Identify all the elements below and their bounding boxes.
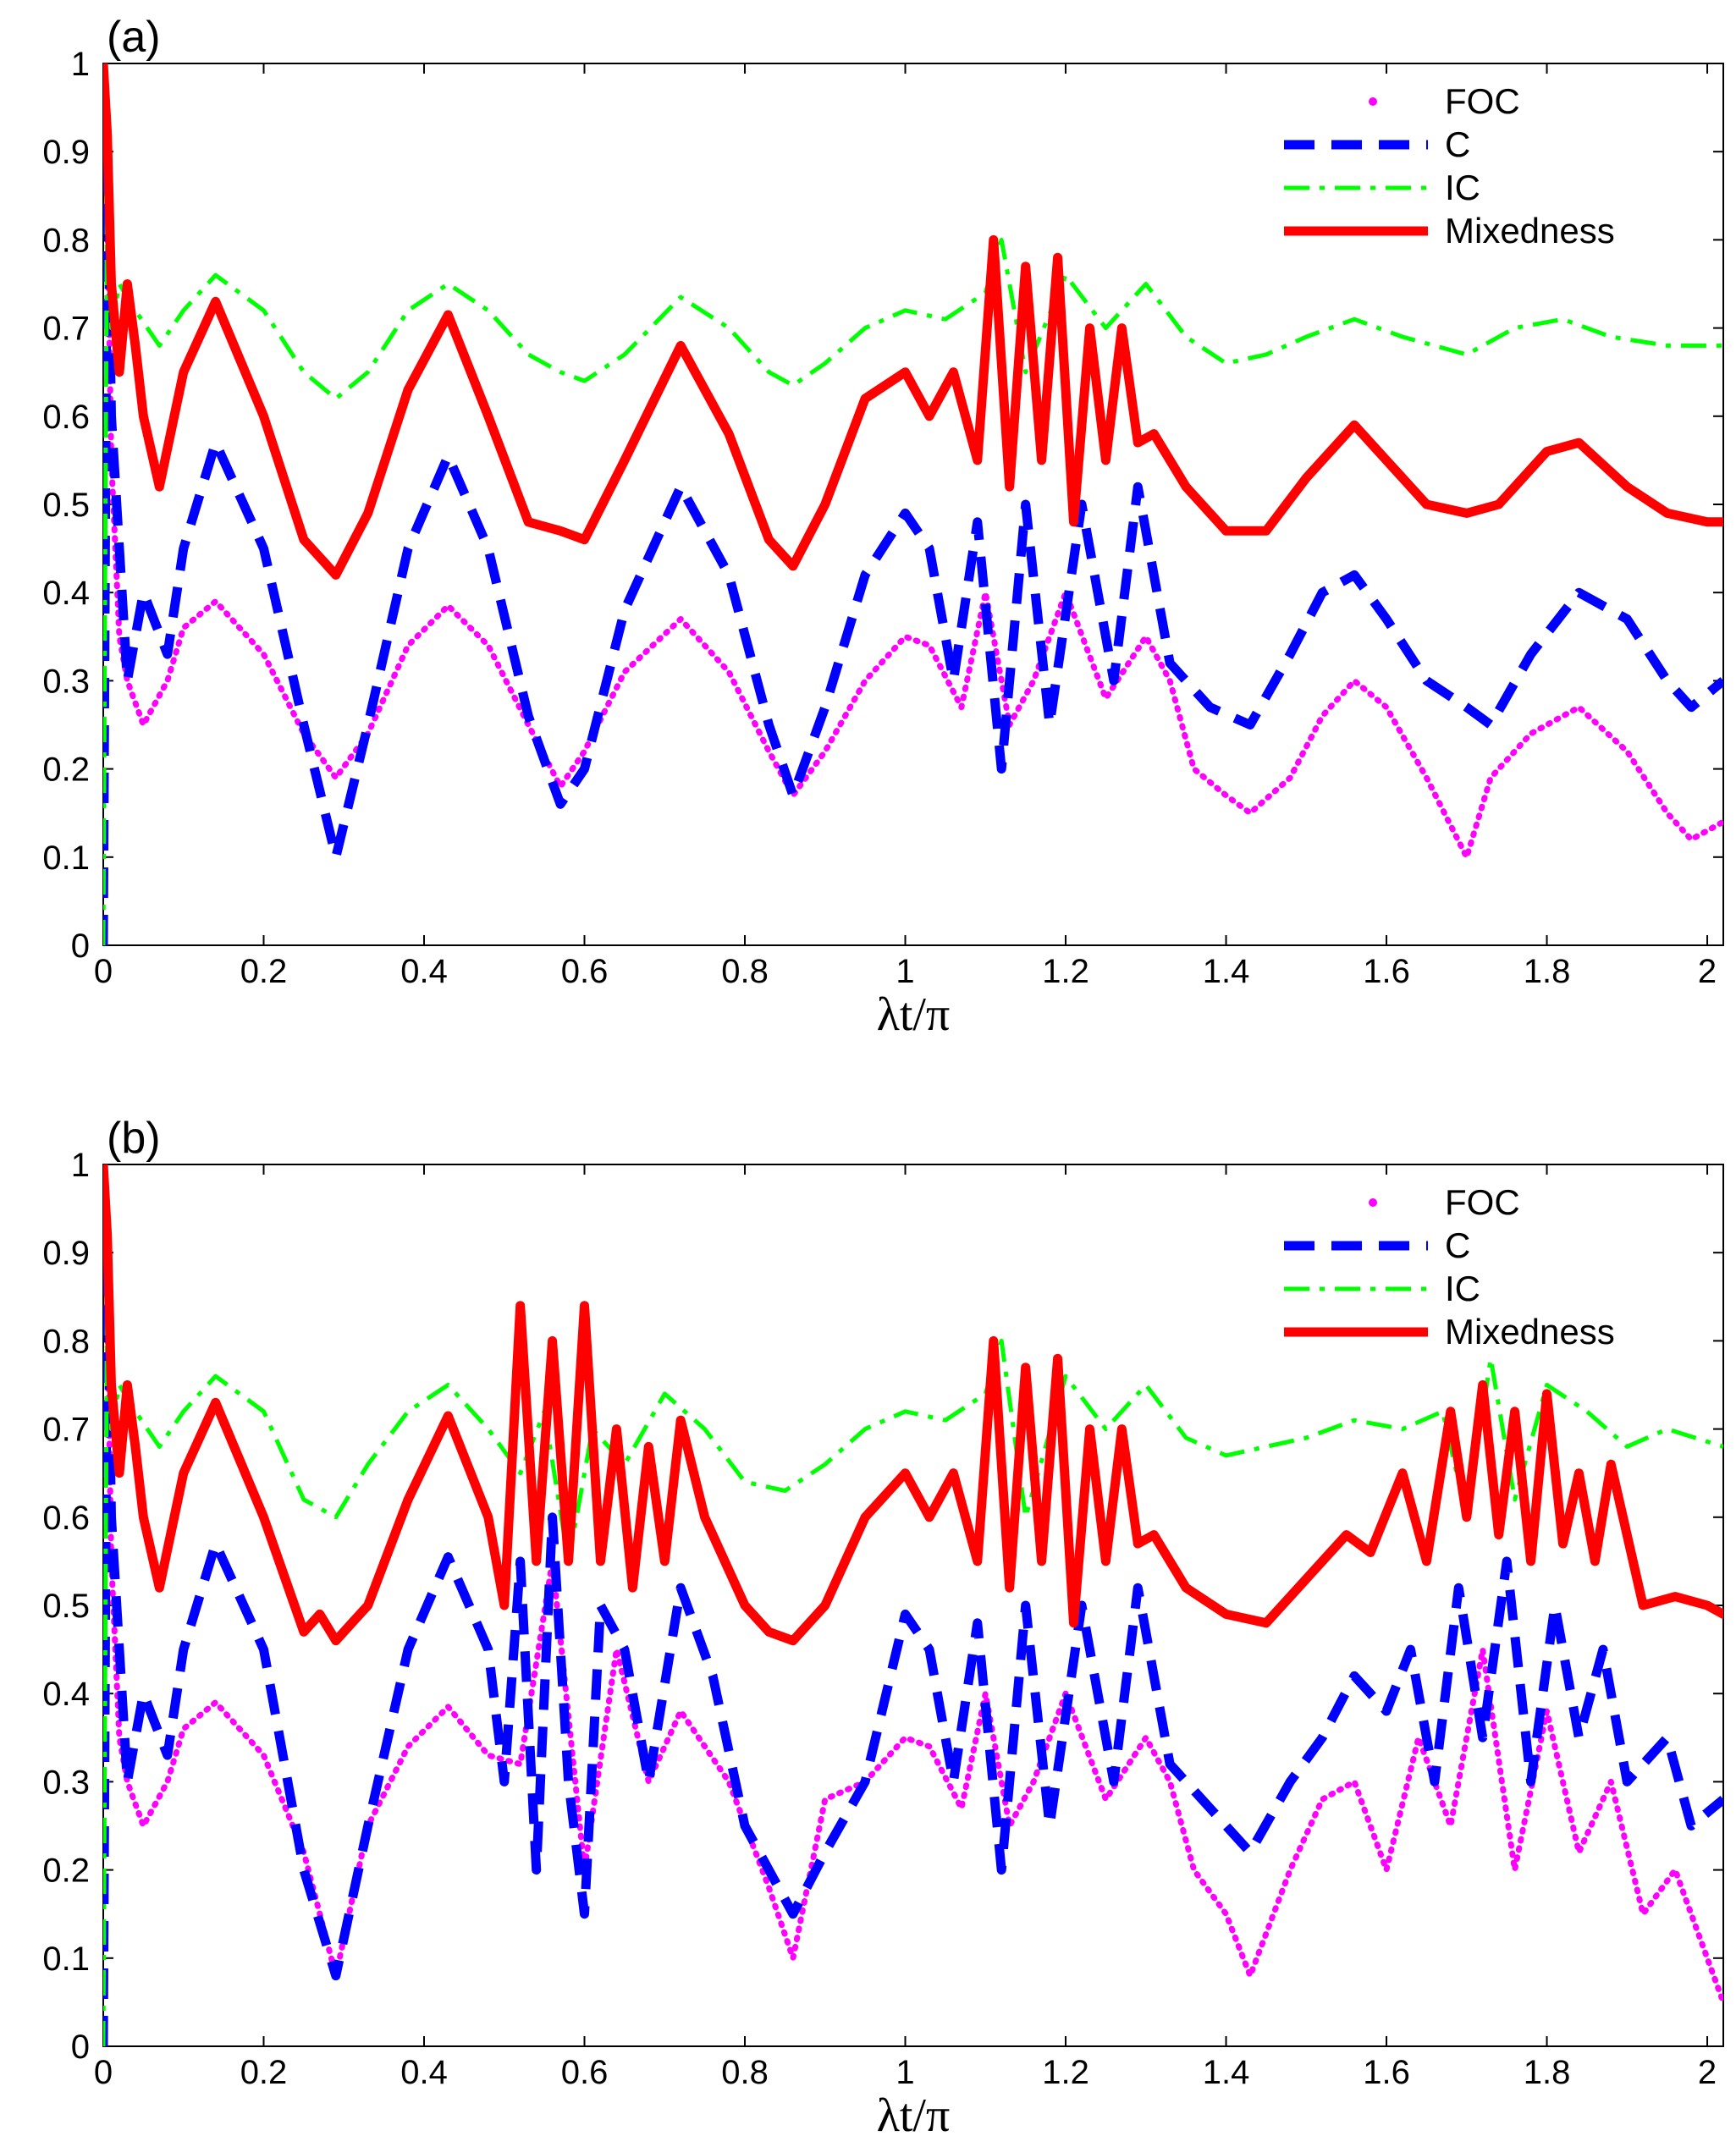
series-line-mixedness	[103, 63, 1723, 580]
panel-label: (a)	[107, 13, 161, 62]
y-tick-label: 0.1	[42, 1941, 90, 1978]
x-axis-label: λt/π	[877, 988, 951, 1041]
y-tick-label: 1	[71, 1147, 90, 1184]
x-tick-label: 0.2	[240, 953, 288, 990]
y-tick-label: 0.7	[42, 311, 90, 348]
y-tick-label: 0.4	[42, 575, 90, 612]
x-tick-label: 2	[1698, 2054, 1717, 2091]
x-tick-label: 0.8	[721, 2054, 769, 2091]
y-tick-label: 0.5	[42, 487, 90, 524]
series-group	[103, 1164, 1723, 2046]
y-tick-label: 0.8	[42, 222, 90, 259]
x-tick-label: 0.6	[561, 2054, 609, 2091]
series-line-foc	[103, 63, 1723, 861]
x-tick-label: 1.6	[1363, 953, 1410, 990]
y-tick-label: 0.1	[42, 840, 90, 877]
legend-label-mixedness: Mixedness	[1445, 211, 1615, 250]
x-tick-label: 1.6	[1363, 2054, 1410, 2091]
y-tick-label: 1	[71, 46, 90, 83]
y-tick-label: 0	[71, 928, 90, 965]
panel-a: 0 0.2 0.4 0.6 0.8 1 1.2 1.4 1.6 1.8 2 0 0.1 0.2 0.3 0.4…	[42, 13, 1724, 1041]
x-tick-label: 1	[896, 2054, 914, 2091]
legend-label-c: C	[1445, 1225, 1470, 1265]
series-line-c	[103, 146, 1723, 945]
y-tick-label: 0.2	[42, 1852, 90, 1890]
y-tick-label: 0.4	[42, 1676, 90, 1713]
legend-swatch-foc	[1369, 1198, 1377, 1207]
y-tick-label: 0.3	[42, 1764, 90, 1801]
x-tick-label: 0	[94, 2054, 113, 2091]
x-tick-label: 1.2	[1042, 953, 1089, 990]
legend-item: C	[1284, 1225, 1470, 1265]
series-line-mixedness	[103, 1164, 1723, 1646]
legend-item: IC	[1284, 168, 1480, 207]
x-tick-label: 0.2	[240, 2054, 288, 2091]
x-tick-label: 0.8	[721, 953, 769, 990]
x-tick-label: 0	[94, 953, 113, 990]
y-tick-label: 0.9	[42, 1235, 90, 1272]
legend-label-ic: IC	[1445, 1269, 1480, 1308]
legend-item: FOC	[1369, 81, 1520, 121]
series-line-foc	[103, 1164, 1723, 2006]
series-group	[103, 63, 1723, 945]
legend-item: IC	[1284, 1269, 1480, 1308]
legend-label-foc: FOC	[1445, 81, 1520, 121]
legend-item: FOC	[1369, 1182, 1520, 1222]
legend-item: Mixedness	[1284, 1312, 1615, 1352]
legend-label-foc: FOC	[1445, 1182, 1520, 1222]
series-line-c	[103, 1247, 1723, 2046]
x-tick-label: 2	[1698, 953, 1717, 990]
legend-item: Mixedness	[1284, 211, 1615, 250]
panel-label: (b)	[107, 1114, 161, 1163]
legend-label-c: C	[1445, 124, 1470, 164]
x-tick-label: 0.4	[400, 2054, 448, 2091]
legend-swatch-foc	[1369, 97, 1377, 106]
x-tick-label: 1.8	[1524, 2054, 1571, 2091]
y-tick-label: 0.5	[42, 1588, 90, 1625]
legend-item: C	[1284, 124, 1470, 164]
y-tick-label: 0.2	[42, 751, 90, 789]
legend-label-ic: IC	[1445, 168, 1480, 207]
y-tick-label: 0.8	[42, 1323, 90, 1360]
series-line-ic	[103, 1250, 1723, 2046]
y-tick-label: 0.9	[42, 134, 90, 171]
y-tick-label: 0	[71, 2029, 90, 2066]
x-axis-label: λt/π	[877, 2089, 951, 2136]
y-tick-label: 0.6	[42, 399, 90, 436]
panel-b: 0 0.2 0.4 0.6 0.8 1 1.2 1.4 1.6 1.8 2 0 0.1 0.2 0.3 0.4…	[42, 1114, 1724, 2136]
x-tick-label: 0.6	[561, 953, 609, 990]
x-tick-label: 1.2	[1042, 2054, 1089, 2091]
x-tick-label: 0.4	[400, 953, 448, 990]
x-tick-label: 1.4	[1203, 953, 1250, 990]
legend-label-mixedness: Mixedness	[1445, 1312, 1615, 1352]
x-tick-label: 1.4	[1203, 2054, 1250, 2091]
x-tick-label: 1	[896, 953, 914, 990]
y-tick-label: 0.3	[42, 663, 90, 700]
y-tick-label: 0.6	[42, 1500, 90, 1537]
y-tick-label: 0.7	[42, 1412, 90, 1449]
x-tick-label: 1.8	[1524, 953, 1571, 990]
